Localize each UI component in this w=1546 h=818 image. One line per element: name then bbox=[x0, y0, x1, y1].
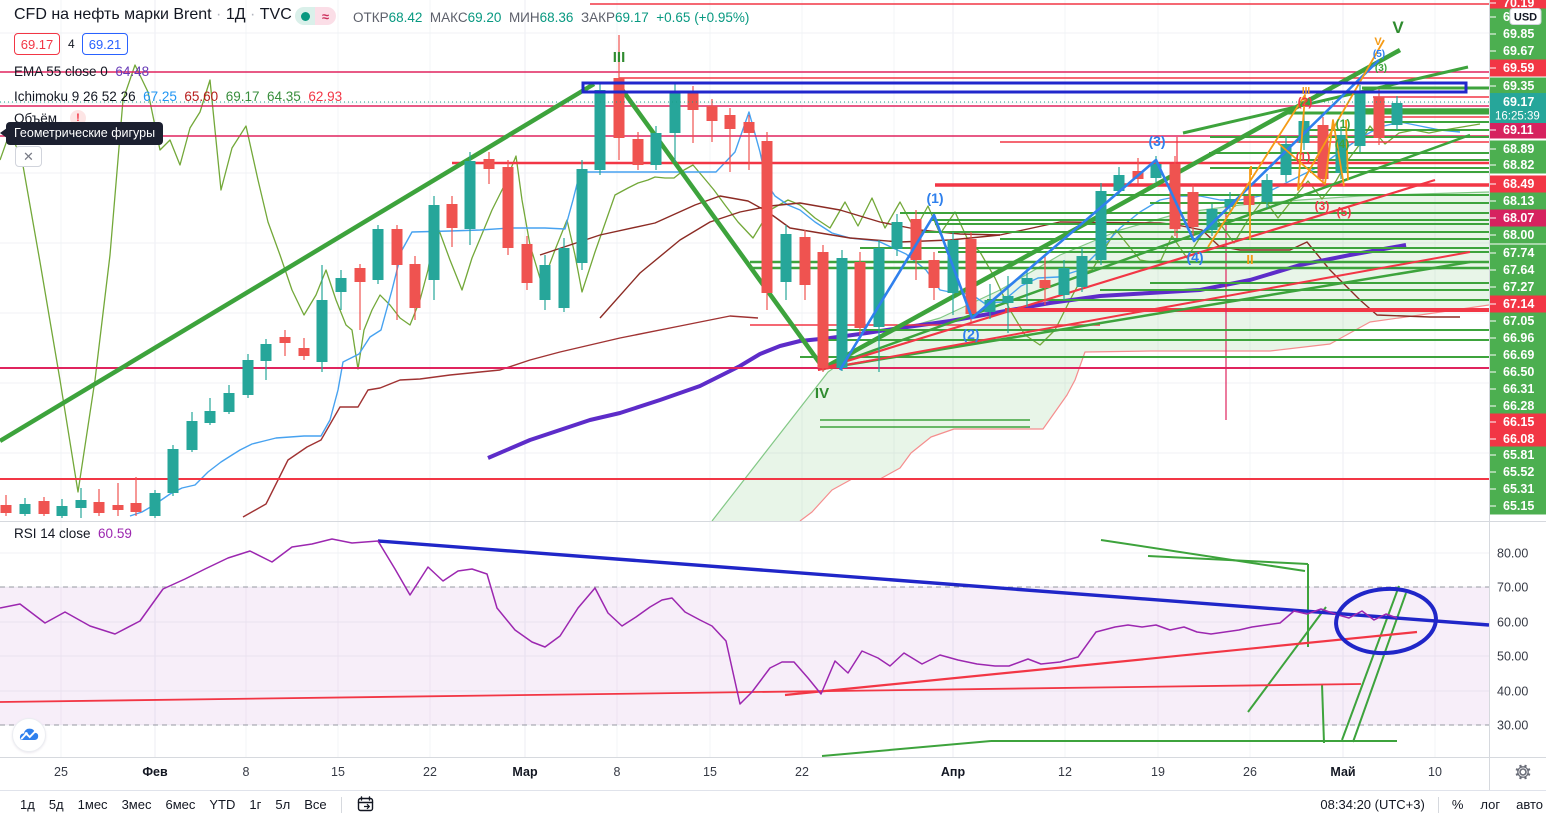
svg-text:69.59: 69.59 bbox=[1503, 61, 1534, 75]
svg-text:(1): (1) bbox=[1296, 150, 1311, 164]
svg-text:22: 22 bbox=[423, 765, 437, 779]
svg-text:16:25:39: 16:25:39 bbox=[1495, 111, 1540, 123]
svg-text:70.00: 70.00 bbox=[1497, 581, 1528, 595]
svg-text:68.49: 68.49 bbox=[1503, 177, 1534, 191]
svg-text:26: 26 bbox=[1243, 765, 1257, 779]
svg-text:V: V bbox=[1392, 18, 1404, 37]
svg-text:25: 25 bbox=[54, 765, 68, 779]
svg-text:(3): (3) bbox=[1148, 133, 1165, 149]
svg-text:Мар: Мар bbox=[512, 765, 538, 779]
svg-text:66.96: 66.96 bbox=[1503, 331, 1534, 345]
svg-text:66.08: 66.08 bbox=[1503, 432, 1534, 446]
svg-text:V: V bbox=[1374, 36, 1382, 48]
svg-text:USD: USD bbox=[1514, 12, 1537, 24]
svg-text:69.17: 69.17 bbox=[1503, 95, 1534, 109]
svg-text:70.19: 70.19 bbox=[1503, 0, 1534, 10]
svg-text:(5): (5) bbox=[1373, 49, 1385, 60]
svg-text:40.00: 40.00 bbox=[1497, 685, 1528, 699]
svg-text:(4): (4) bbox=[1335, 137, 1350, 151]
svg-text:(1): (1) bbox=[926, 190, 943, 206]
svg-text:(5): (5) bbox=[1337, 205, 1352, 219]
svg-text:67.27: 67.27 bbox=[1503, 280, 1534, 294]
svg-text:80.00: 80.00 bbox=[1497, 547, 1528, 561]
svg-text:67.74: 67.74 bbox=[1503, 246, 1534, 260]
svg-text:69.35: 69.35 bbox=[1503, 79, 1534, 93]
svg-text:68.89: 68.89 bbox=[1503, 142, 1534, 156]
svg-text:III: III bbox=[1302, 86, 1311, 97]
svg-text:15: 15 bbox=[703, 765, 717, 779]
svg-text:68.82: 68.82 bbox=[1503, 158, 1534, 172]
svg-text:65.52: 65.52 bbox=[1503, 465, 1534, 479]
svg-text:66.31: 66.31 bbox=[1503, 382, 1534, 396]
svg-text:I: I bbox=[1249, 163, 1253, 178]
svg-text:30.00: 30.00 bbox=[1497, 719, 1528, 733]
svg-text:12: 12 bbox=[1058, 765, 1072, 779]
svg-text:(2): (2) bbox=[962, 326, 979, 342]
svg-text:69.67: 69.67 bbox=[1503, 44, 1534, 58]
svg-text:10: 10 bbox=[1428, 765, 1442, 779]
svg-text:(1): (1) bbox=[1336, 117, 1351, 131]
svg-text:Фев: Фев bbox=[142, 765, 168, 779]
svg-text:69.11: 69.11 bbox=[1503, 123, 1534, 137]
svg-text:Май: Май bbox=[1330, 765, 1355, 779]
svg-text:22: 22 bbox=[795, 765, 809, 779]
svg-text:15: 15 bbox=[331, 765, 345, 779]
svg-text:66.69: 66.69 bbox=[1503, 348, 1534, 362]
svg-text:19: 19 bbox=[1151, 765, 1165, 779]
svg-text:II: II bbox=[1246, 252, 1253, 267]
svg-text:67.14: 67.14 bbox=[1503, 297, 1534, 311]
svg-text:60.00: 60.00 bbox=[1497, 616, 1528, 630]
svg-text:IV: IV bbox=[815, 385, 829, 402]
svg-text:III: III bbox=[613, 49, 626, 66]
svg-text:66.50: 66.50 bbox=[1503, 365, 1534, 379]
svg-text:(3): (3) bbox=[1375, 63, 1387, 74]
svg-text:68.07: 68.07 bbox=[1503, 211, 1534, 225]
svg-text:50.00: 50.00 bbox=[1497, 650, 1528, 664]
svg-text:66.15: 66.15 bbox=[1503, 415, 1534, 429]
svg-text:68.13: 68.13 bbox=[1503, 194, 1534, 208]
svg-text:(3): (3) bbox=[1315, 199, 1330, 213]
svg-text:65.31: 65.31 bbox=[1503, 482, 1534, 496]
svg-text:(4): (4) bbox=[1186, 249, 1203, 265]
svg-text:65.81: 65.81 bbox=[1503, 448, 1534, 462]
svg-text:65.15: 65.15 bbox=[1503, 499, 1534, 513]
svg-text:68.00: 68.00 bbox=[1503, 228, 1534, 242]
svg-text:66.28: 66.28 bbox=[1503, 399, 1534, 413]
svg-text:8: 8 bbox=[614, 765, 621, 779]
svg-text:67.05: 67.05 bbox=[1503, 314, 1534, 328]
svg-text:8: 8 bbox=[243, 765, 250, 779]
svg-text:Апр: Апр bbox=[941, 765, 966, 779]
svg-text:(2): (2) bbox=[1298, 95, 1313, 109]
svg-text:67.64: 67.64 bbox=[1503, 263, 1534, 277]
svg-text:69.85: 69.85 bbox=[1503, 27, 1534, 41]
